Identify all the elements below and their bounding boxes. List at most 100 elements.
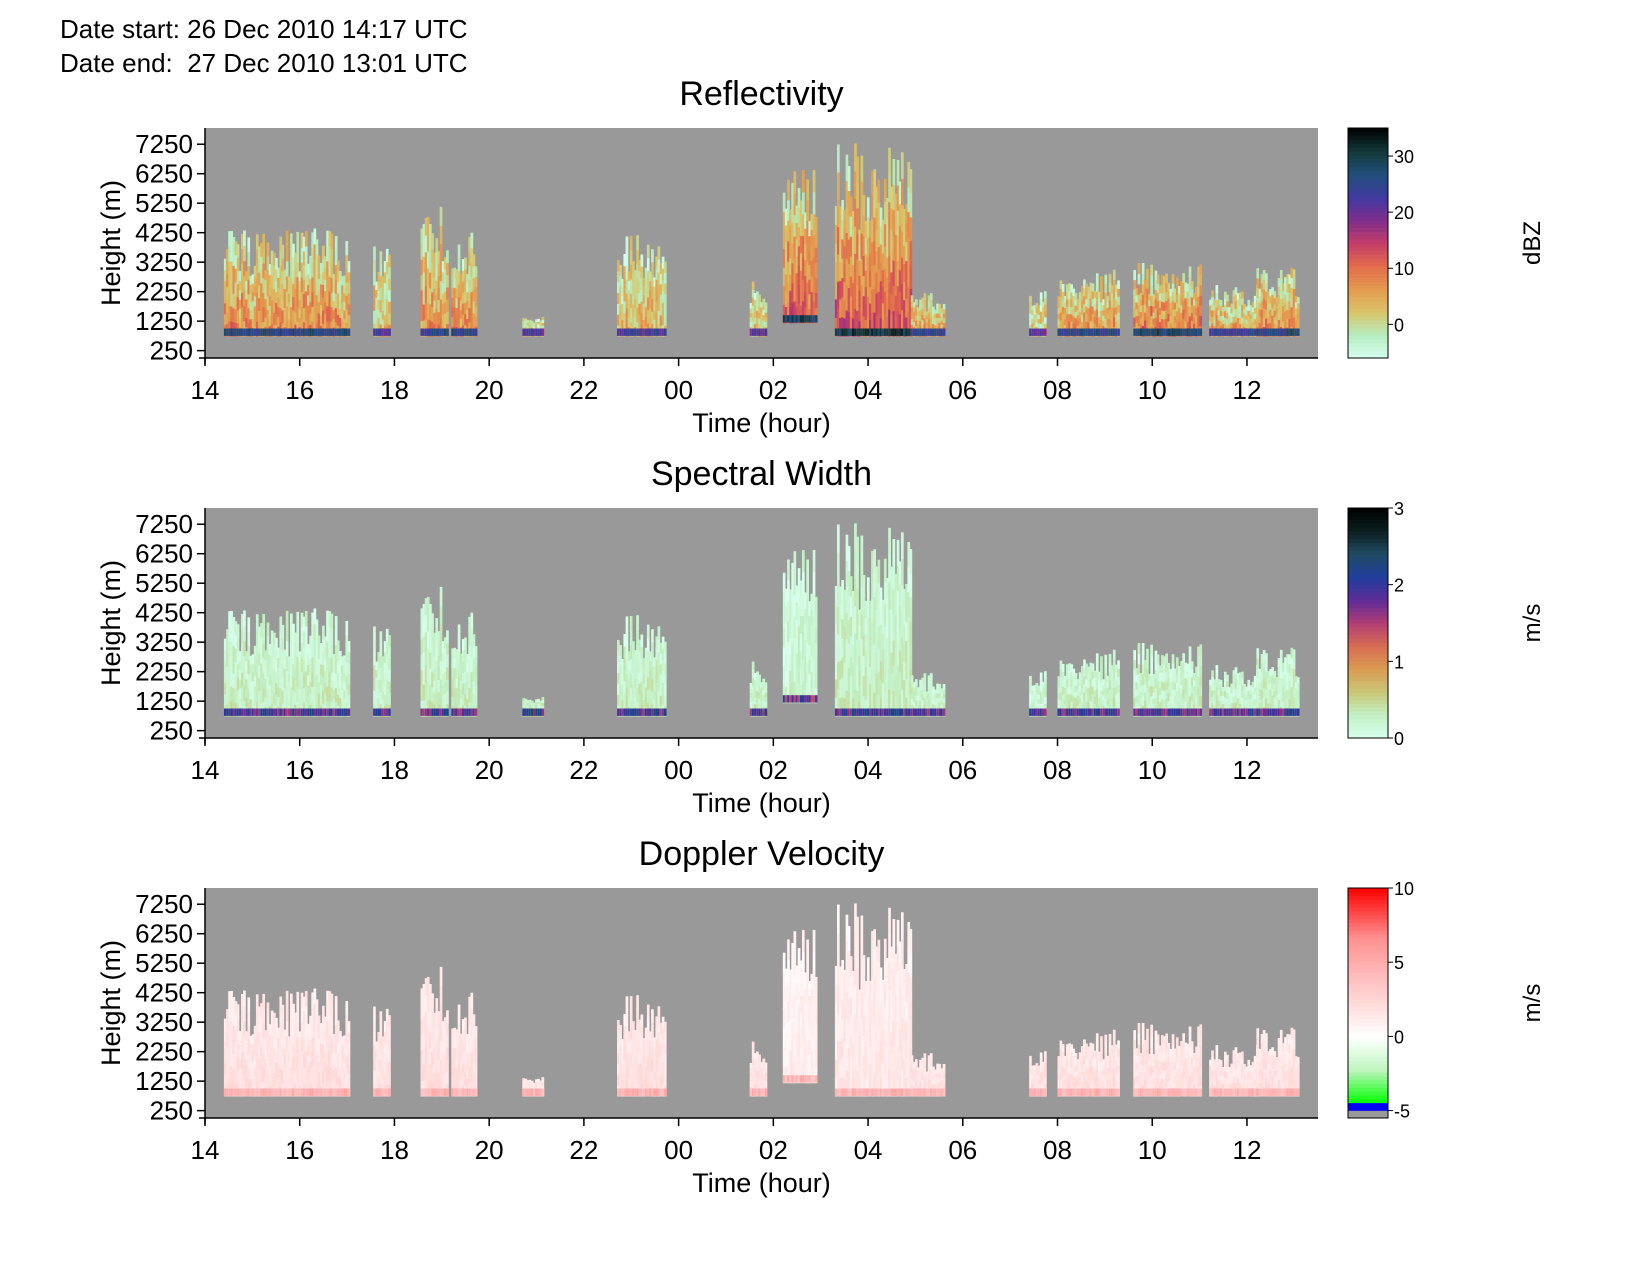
echo-cell [1087,708,1090,716]
echo-cell [431,277,434,293]
echo-cell [912,311,916,318]
echo-cell [1137,304,1141,316]
echo-cell [1277,319,1281,329]
echo-cell [1167,685,1171,694]
echo-cell [1033,305,1037,311]
echo-cell [1029,681,1032,688]
echo-cell [266,255,270,270]
echo-cell [383,694,387,706]
echo-cell [339,697,342,708]
echo-cell [1284,285,1287,295]
echo-cell [749,683,753,689]
echo-cell [251,328,255,336]
echo-cell [1245,690,1248,696]
echo-cell [466,708,469,716]
echo-cell [226,286,229,300]
echo-cell [247,237,251,253]
echo-cell [453,287,457,298]
echo-cell [638,650,642,663]
echo-cell [429,287,432,305]
echo-cell [234,621,238,636]
echo-cell [758,708,761,716]
echo-cell [1029,675,1032,683]
x-tick-label: 08 [1043,375,1072,405]
echo-cell [890,328,893,336]
echo-cell [247,708,251,716]
echo-cell [332,300,336,310]
echo-cell [1209,690,1212,696]
echo-cell [232,617,236,632]
echo-cell [862,235,866,256]
echo-cell [292,243,295,258]
echo-cell [309,658,312,671]
echo-cell [1037,708,1041,716]
echo-cell [619,675,622,687]
echo-cell [1180,320,1183,329]
echo-cell [640,681,644,694]
echo-cell [341,293,344,303]
echo-cell [296,626,300,643]
echo-cell [646,663,650,678]
echo-cell [789,654,792,671]
echo-cell [470,306,474,322]
echo-cell [275,660,278,672]
echo-cell [858,708,862,716]
echo-cell [636,658,639,674]
echo-cell [806,281,809,303]
echo-cell [927,328,931,336]
echo-cell [653,294,656,304]
echo-cell [1236,691,1240,699]
echo-cell [1139,691,1143,699]
echo-cell [843,328,847,336]
echo-cell [917,703,920,709]
echo-cell [892,708,896,716]
echo-cell [1135,688,1139,697]
echo-cell [234,688,238,703]
echo-cell [1279,317,1283,327]
echo-cell [1224,697,1227,704]
echo-cell [1260,291,1264,302]
echo-cell [787,620,790,642]
echo-cell [886,696,889,717]
echo-cell [927,312,931,320]
echo-cell [459,689,463,699]
echo-cell [644,267,648,278]
echo-cell [1137,328,1141,336]
echo-cell [1234,702,1238,710]
echo-cell [1232,708,1236,716]
echo-cell [238,289,242,300]
echo-cell [1182,282,1185,292]
echo-cell [784,686,788,704]
echo-cell [1106,328,1110,336]
echo-cell [936,317,939,323]
echo-cell [1241,708,1244,716]
echo-cell [287,276,291,286]
colorbar-swatch [1348,239,1388,244]
echo-cell [1288,274,1292,284]
echo-cell [1186,298,1190,307]
echo-cell [756,316,759,324]
echo-cell [1098,690,1101,698]
echo-cell [319,263,323,274]
echo-cell [901,637,904,664]
echo-cell [1070,686,1073,695]
echo-cell [1260,654,1264,664]
echo-cell [663,304,667,316]
echo-cell [910,324,914,331]
echo-cell [1117,660,1120,669]
echo-cell [1241,671,1244,679]
echo-cell [474,686,478,697]
echo-cell [315,280,319,296]
echo-cell [1253,313,1257,320]
echo-cell [795,585,799,603]
y-tick-label: 4250 [135,218,193,248]
echo-cell [1104,680,1108,691]
echo-cell [915,328,918,336]
echo-cell [1273,323,1277,331]
echo-cell [1186,283,1190,292]
echo-cell [313,623,317,640]
echo-cell [892,310,896,337]
echo-cell [869,633,872,651]
echo-cell [1226,294,1229,302]
echo-cell [437,263,441,276]
